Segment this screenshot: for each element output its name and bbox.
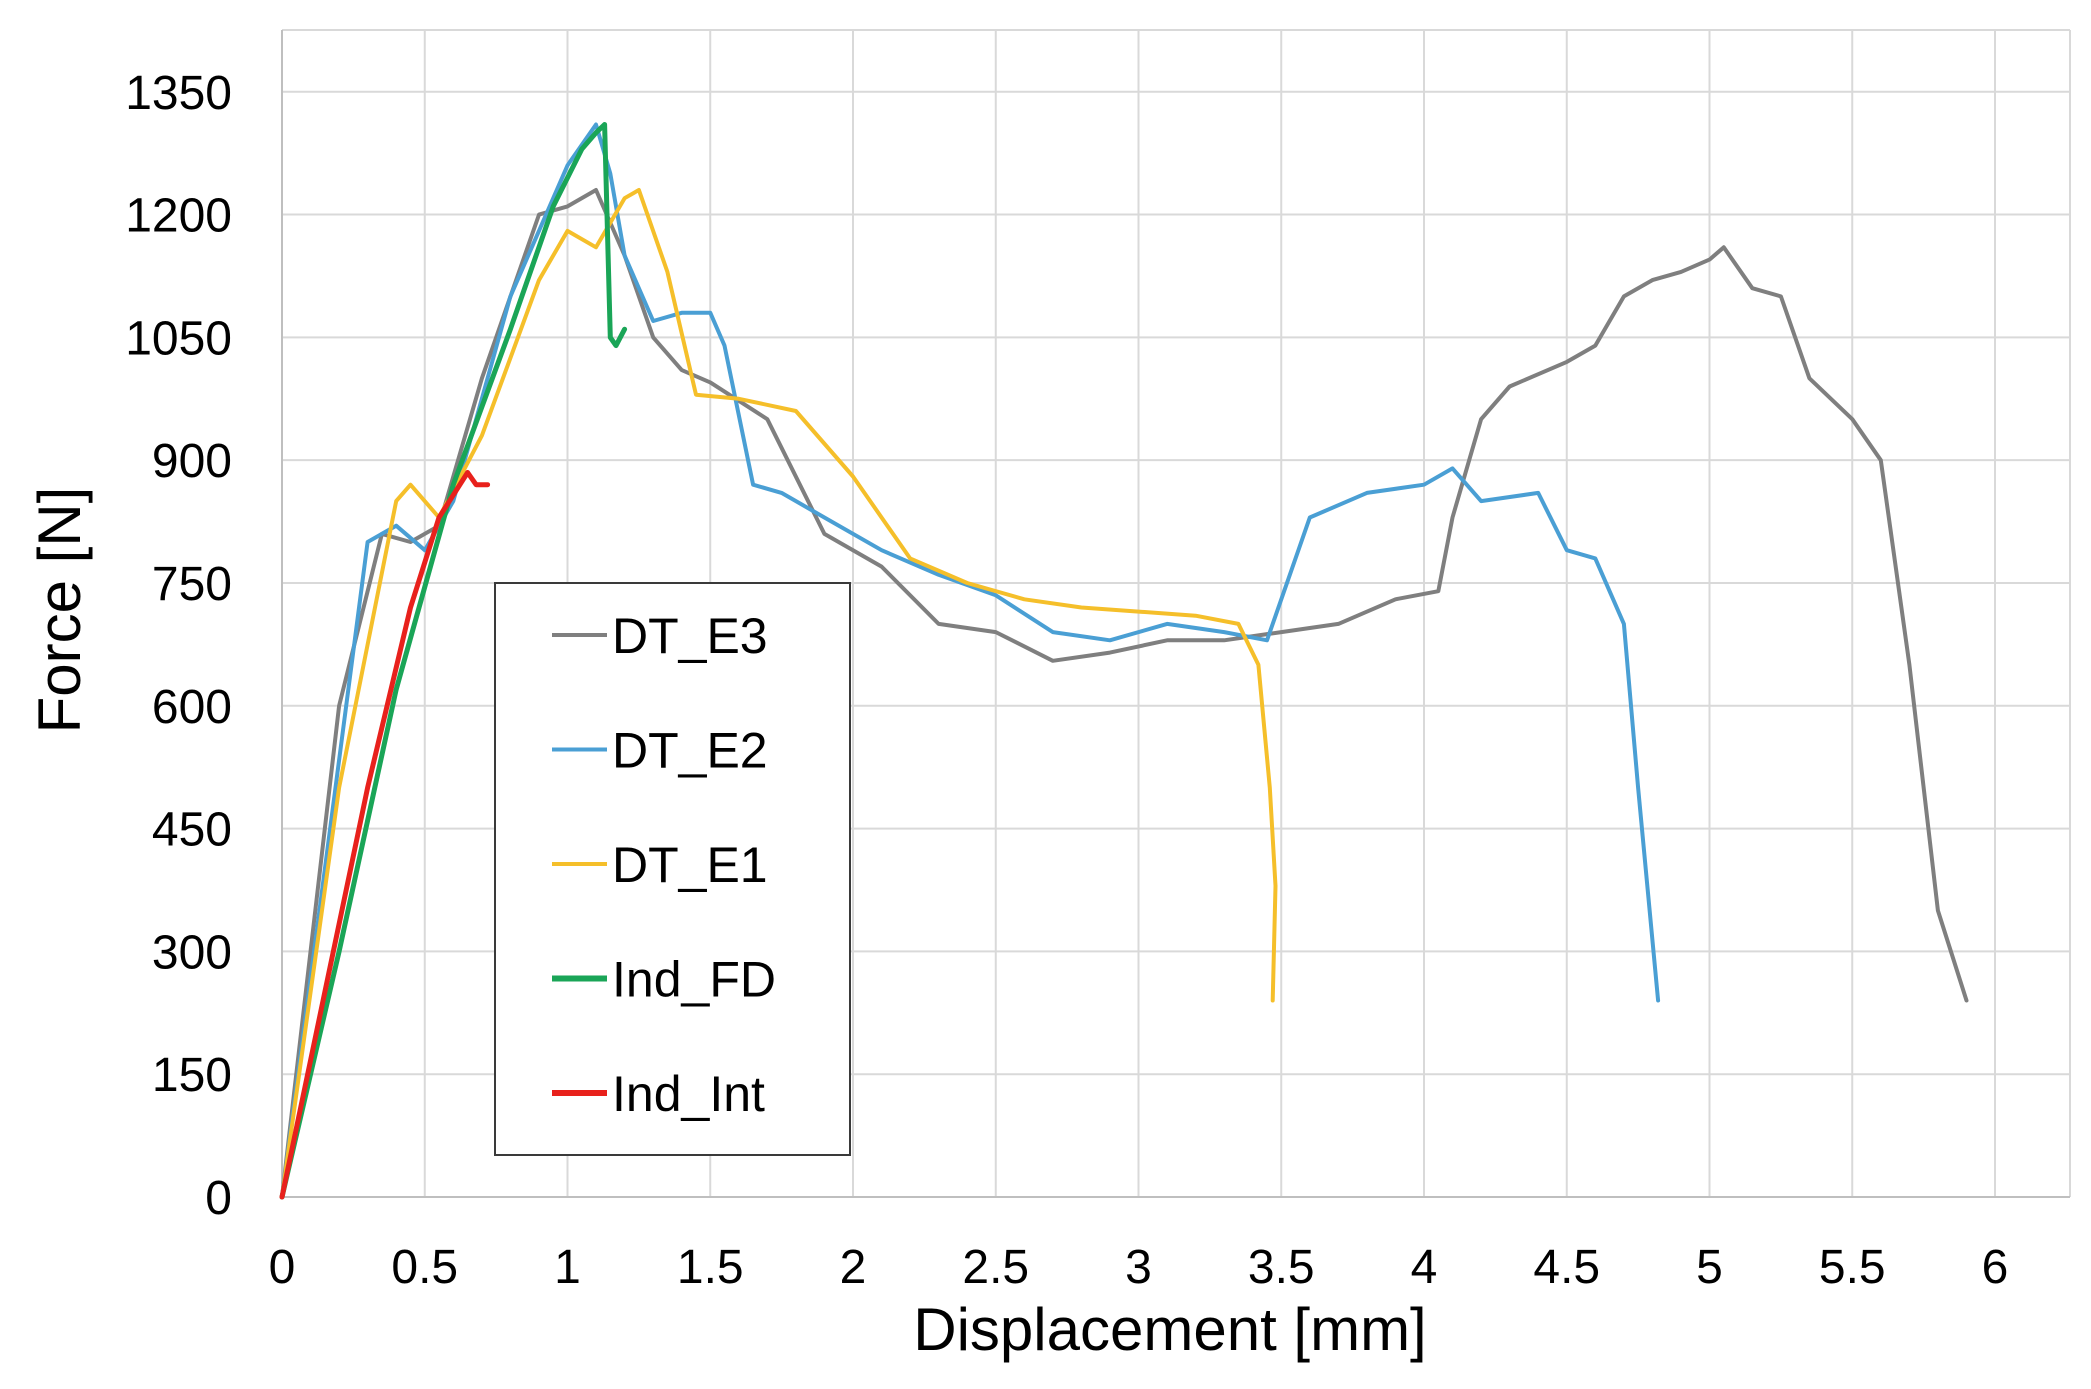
x-tick-label: 0 bbox=[269, 1241, 296, 1294]
x-tick-label: 5 bbox=[1696, 1241, 1723, 1294]
y-tick-label: 1350 bbox=[125, 67, 232, 120]
legend-label-dt-e2: DT_E2 bbox=[612, 723, 768, 779]
legend-items: DT_E3 DT_E2 DT_E1 Ind_FD Ind_Int bbox=[552, 608, 776, 1122]
x-tick-label: 4 bbox=[1411, 1241, 1438, 1294]
legend-label-dt-e1: DT_E1 bbox=[612, 837, 768, 893]
y-tick-labels: 0 150 300 450 600 750 900 1050 1200 1350 bbox=[125, 67, 232, 1225]
x-tick-label: 0.5 bbox=[391, 1241, 458, 1294]
series-line-ind-int bbox=[279, 470, 491, 1200]
x-tick-label: 2 bbox=[840, 1241, 867, 1294]
legend-box bbox=[494, 582, 851, 1156]
x-tick-label: 1.5 bbox=[677, 1241, 744, 1294]
legend-label-dt-e3: DT_E3 bbox=[612, 608, 768, 664]
y-tick-label: 1050 bbox=[125, 312, 232, 365]
x-tick-label: 3.5 bbox=[1248, 1241, 1315, 1294]
x-tick-label: 4.5 bbox=[1533, 1241, 1600, 1294]
legend-label-ind-fd: Ind_FD bbox=[612, 952, 776, 1008]
y-tick-label: 450 bbox=[152, 804, 232, 857]
y-tick-label: 900 bbox=[152, 435, 232, 488]
x-tick-label: 5.5 bbox=[1819, 1241, 1886, 1294]
y-tick-label: 0 bbox=[205, 1172, 232, 1225]
x-tick-label: 3 bbox=[1125, 1241, 1152, 1294]
y-tick-label: 300 bbox=[152, 926, 232, 979]
x-tick-label: 2.5 bbox=[962, 1241, 1029, 1294]
x-tick-label: 6 bbox=[1982, 1241, 2009, 1294]
series-lines bbox=[279, 122, 1969, 1200]
series-line-dt-e2 bbox=[280, 122, 1661, 1199]
grid bbox=[282, 29, 2071, 1197]
axes bbox=[281, 30, 2070, 1198]
x-tick-labels: 0 0.5 1 1.5 2 2.5 3 3.5 4 4.5 5 5.5 6 bbox=[269, 1241, 2009, 1294]
y-tick-label: 150 bbox=[152, 1049, 232, 1102]
x-axis-title: Displacement [mm] bbox=[913, 1296, 1426, 1363]
y-axis-title: Force [N] bbox=[26, 487, 93, 734]
series-line-ind-fd bbox=[279, 122, 628, 1200]
y-tick-label: 750 bbox=[152, 558, 232, 611]
y-tick-label: 600 bbox=[152, 681, 232, 734]
x-tick-label: 1 bbox=[554, 1241, 581, 1294]
legend-label-ind-int: Ind_Int bbox=[612, 1066, 765, 1122]
legend: DT_E3 DT_E2 DT_E1 Ind_FD Ind_Int bbox=[494, 582, 851, 1156]
y-tick-label: 1200 bbox=[125, 190, 232, 243]
